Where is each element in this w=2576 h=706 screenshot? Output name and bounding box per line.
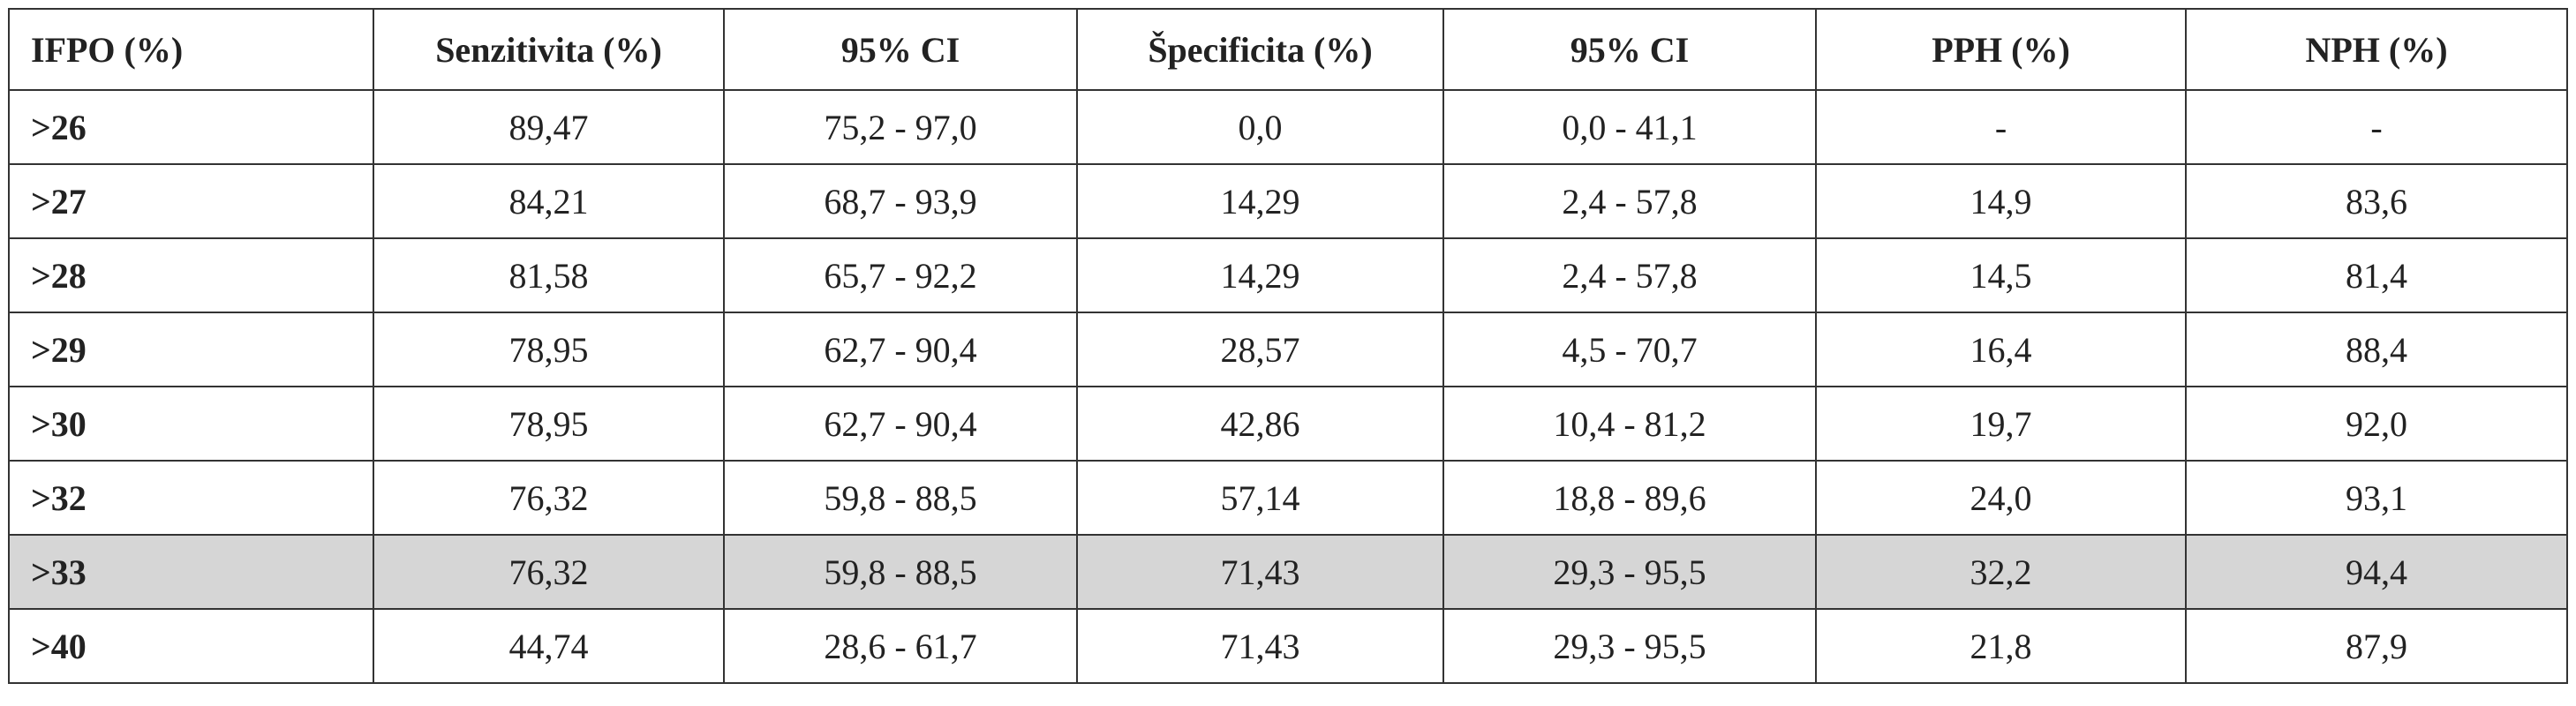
table-cell: 16,4 bbox=[1815, 312, 2187, 387]
table-cell: 62,7 - 90,4 bbox=[723, 386, 1078, 462]
table-cell: 89,47 bbox=[373, 89, 725, 165]
row-label: >27 bbox=[8, 163, 374, 239]
table-cell: 57,14 bbox=[1076, 460, 1444, 536]
row-label: >32 bbox=[8, 460, 374, 536]
row-label: >40 bbox=[8, 608, 374, 684]
table-cell: 75,2 - 97,0 bbox=[723, 89, 1078, 165]
table-cell: 2,4 - 57,8 bbox=[1442, 163, 1817, 239]
table-cell: 14,29 bbox=[1076, 163, 1444, 239]
table-cell: 84,21 bbox=[373, 163, 725, 239]
table-cell: 88,4 bbox=[2185, 312, 2568, 387]
table-cell: 0,0 bbox=[1076, 89, 1444, 165]
table-cell: 94,4 bbox=[2185, 534, 2568, 610]
table-cell: 59,8 - 88,5 bbox=[723, 460, 1078, 536]
header-row: IFPO (%) Senzitivita (%) 95% CI Špecificita… bbox=[8, 8, 2568, 91]
table-cell: 28,6 - 61,7 bbox=[723, 608, 1078, 684]
table-cell: 28,57 bbox=[1076, 312, 1444, 387]
row-label: >26 bbox=[8, 89, 374, 165]
table-cell: 14,29 bbox=[1076, 237, 1444, 313]
table-row: >28 81,58 65,7 - 92,2 14,29 2,4 - 57,8 14,5 81… bbox=[8, 237, 2568, 313]
table-cell: 71,43 bbox=[1076, 534, 1444, 610]
table-row: >32 76,32 59,8 - 88,5 57,14 18,8 - 89,6 24,0 9… bbox=[8, 460, 2568, 536]
table-cell: 32,2 bbox=[1815, 534, 2187, 610]
table-cell: 68,7 - 93,9 bbox=[723, 163, 1078, 239]
table-cell: 78,95 bbox=[373, 312, 725, 387]
table-row: >26 89,47 75,2 - 97,0 0,0 0,0 - 41,1- - bbox=[8, 89, 2568, 165]
header-cell: Špecificita (%) bbox=[1076, 8, 1444, 91]
table-cell: 2,4 - 57,8 bbox=[1442, 237, 1817, 313]
table-cell: 19,7 bbox=[1815, 386, 2187, 462]
table-cell: 62,7 - 90,4 bbox=[723, 312, 1078, 387]
table-row: >27 84,21 68,7 - 93,9 14,29 2,4 - 57,8 14,9 83… bbox=[8, 163, 2568, 239]
data-table: IFPO (%) Senzitivita (%) 95% CI Špecificita… bbox=[8, 8, 2568, 684]
header-cell: PPH (%) bbox=[1815, 8, 2187, 91]
table-row: >33 76,32 59,8 - 88,5 71,43 29,3 - 95,5 32,2 9… bbox=[8, 534, 2568, 610]
header-cell: IFPO (%) bbox=[8, 8, 374, 91]
table-cell: 14,9 bbox=[1815, 163, 2187, 239]
table-cell: 59,8 - 88,5 bbox=[723, 534, 1078, 610]
row-label: >30 bbox=[8, 386, 374, 462]
header-cell: Senzitivita (%) bbox=[373, 8, 725, 91]
table-cell: 81,4 bbox=[2185, 237, 2568, 313]
header-cell: 95% CI bbox=[723, 8, 1078, 91]
header-cell: NPH (%) bbox=[2185, 8, 2568, 91]
table-cell: 10,4 - 81,2 bbox=[1442, 386, 1817, 462]
table-cell: 4,5 - 70,7 bbox=[1442, 312, 1817, 387]
table-body: >26 89,47 75,2 - 97,0 0,0 0,0 - 41,1- - >27 84,… bbox=[8, 89, 2568, 684]
table-row: >30 78,95 62,7 - 90,4 42,86 10,4 - 81,2 19,7 9… bbox=[8, 386, 2568, 462]
table-cell: 24,0 bbox=[1815, 460, 2187, 536]
table-cell: 93,1 bbox=[2185, 460, 2568, 536]
table-cell: 65,7 - 92,2 bbox=[723, 237, 1078, 313]
row-label: >33 bbox=[8, 534, 374, 610]
table-cell: 21,8 bbox=[1815, 608, 2187, 684]
table-cell: 76,32 bbox=[373, 460, 725, 536]
header-cell: 95% CI bbox=[1442, 8, 1817, 91]
table-cell: - bbox=[2185, 89, 2568, 165]
table-row: >29 78,95 62,7 - 90,4 28,57 4,5 - 70,7 16,4 88… bbox=[8, 312, 2568, 387]
table-cell: - bbox=[1815, 89, 2187, 165]
table-cell: 14,5 bbox=[1815, 237, 2187, 313]
table-cell: 78,95 bbox=[373, 386, 725, 462]
table-cell: 87,9 bbox=[2185, 608, 2568, 684]
table-cell: 29,3 - 95,5 bbox=[1442, 608, 1817, 684]
table-row: >40 44,74 28,6 - 61,7 71,43 29,3 - 95,5 21,8 8… bbox=[8, 608, 2568, 684]
table-cell: 71,43 bbox=[1076, 608, 1444, 684]
table-cell: 76,32 bbox=[373, 534, 725, 610]
row-label: >29 bbox=[8, 312, 374, 387]
table-cell: 42,86 bbox=[1076, 386, 1444, 462]
table-header: IFPO (%) Senzitivita (%) 95% CI Špecificita… bbox=[8, 8, 2568, 91]
table-cell: 0,0 - 41,1 bbox=[1442, 89, 1817, 165]
table-cell: 29,3 - 95,5 bbox=[1442, 534, 1817, 610]
row-label: >28 bbox=[8, 237, 374, 313]
table-cell: 83,6 bbox=[2185, 163, 2568, 239]
table-cell: 81,58 bbox=[373, 237, 725, 313]
table-cell: 44,74 bbox=[373, 608, 725, 684]
table-cell: 92,0 bbox=[2185, 386, 2568, 462]
table-cell: 18,8 - 89,6 bbox=[1442, 460, 1817, 536]
